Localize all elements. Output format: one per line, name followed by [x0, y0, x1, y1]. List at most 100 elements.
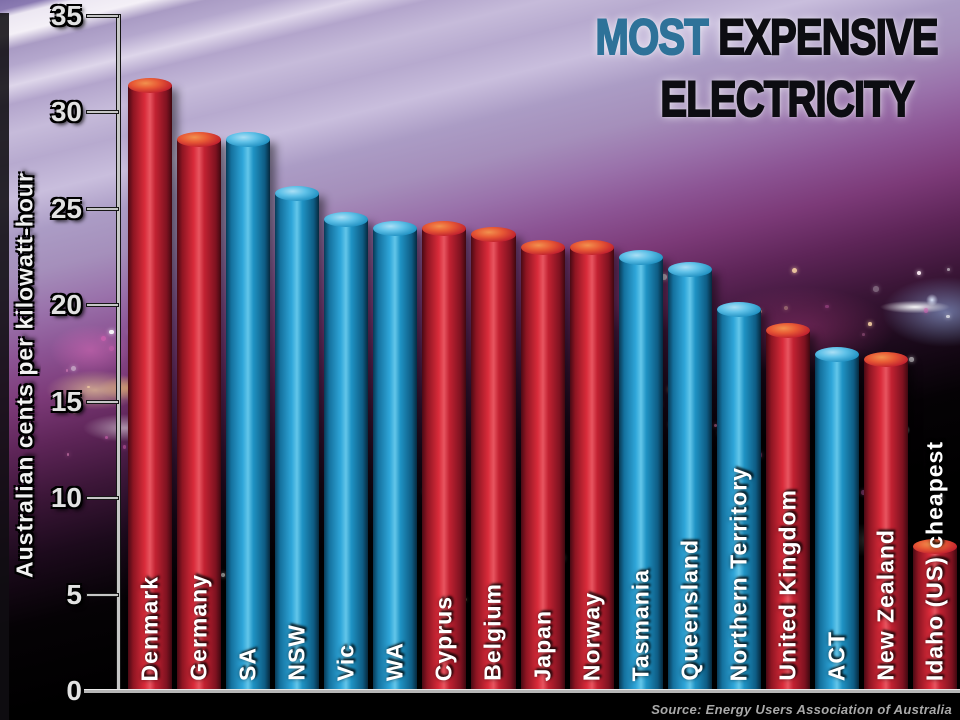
- bar-top-cap: [716, 302, 761, 318]
- bar-vic: Vic: [324, 211, 369, 691]
- bar-sa: SA: [226, 132, 271, 691]
- bar-tasmania: Tasmania: [618, 250, 663, 691]
- bar-japan: Japan: [520, 240, 565, 691]
- bar-top-cap: [765, 323, 810, 339]
- city-light-dot: [861, 490, 866, 495]
- bar-top-cap: [373, 221, 418, 237]
- bar-top-cap: [226, 132, 271, 148]
- city-light-dot: [937, 494, 944, 501]
- tick-line-25: [86, 206, 119, 211]
- tick-label-25: 25: [50, 192, 82, 224]
- bar-label: NSW: [283, 624, 310, 681]
- city-light-dot: [100, 336, 106, 342]
- bar-top-cap: [814, 346, 859, 362]
- y-axis-title: Australian cents per kilowatt-hour: [11, 172, 38, 578]
- bar-top-cap: [569, 240, 614, 256]
- city-light-dot: [825, 304, 829, 309]
- bar-label: ACT: [823, 630, 850, 681]
- bar-label: Tasmania: [627, 568, 654, 681]
- city-light-dot: [916, 271, 922, 276]
- bar-top-cap: [177, 132, 222, 148]
- tick-label-20: 20: [50, 289, 82, 321]
- tick-label-30: 30: [50, 96, 82, 128]
- city-light-dot: [220, 572, 226, 578]
- bar-top-cap: [863, 352, 908, 368]
- city-light-dot: [660, 274, 667, 281]
- bar-cyprus: Cyprus: [422, 221, 467, 691]
- tick-line-10: [86, 496, 119, 501]
- chart-title: MOST EXPENSIVE ELECTRICITY: [510, 9, 940, 127]
- bar-top-cap: [275, 186, 320, 202]
- bar-label: Cyprus: [430, 595, 457, 681]
- tick-label-5: 5: [66, 578, 82, 610]
- city-light-dot: [108, 345, 115, 352]
- city-light-dot: [868, 322, 872, 326]
- bar-label: New Zealand: [872, 529, 899, 681]
- bar-label: WA: [381, 641, 408, 681]
- bar-label: Vic: [332, 643, 359, 681]
- city-light-dot: [783, 306, 789, 311]
- tick-line-20: [86, 303, 119, 308]
- bar-new-zealand: New Zealand: [863, 352, 908, 691]
- tick-label-35: 35: [50, 0, 82, 31]
- bar-label: Germany: [185, 574, 212, 681]
- bar-top-cap: [520, 240, 565, 256]
- bar-belgium: Belgium: [471, 226, 516, 691]
- tick-line-5: [86, 592, 119, 597]
- tick-line-15: [86, 399, 119, 404]
- x-axis-baseline: [84, 689, 960, 695]
- city-light-dot: [923, 308, 928, 313]
- bar-label: United Kingdom: [774, 489, 801, 681]
- city-light-dot: [109, 329, 114, 335]
- bar-denmark: Denmark: [128, 78, 173, 691]
- left-edge-shadow: [0, 13, 9, 720]
- tick-line-35: [86, 14, 119, 18]
- tick-label-10: 10: [50, 482, 82, 514]
- city-light-dot: [87, 385, 90, 389]
- bar-act: ACT: [814, 346, 859, 691]
- bar-top-cap: [618, 250, 663, 266]
- bar-northern-territory: Northern Territory: [716, 302, 761, 691]
- bar-top-cap: [422, 221, 467, 237]
- city-light-dot: [909, 357, 914, 362]
- bar-top-cap: [913, 539, 958, 555]
- title-line-1: MOST EXPENSIVE: [595, 9, 940, 65]
- title-word-most: MOST: [595, 9, 710, 65]
- title-word-expensive: EXPENSIVE: [708, 9, 940, 65]
- bar-top-cap: [128, 78, 173, 94]
- bar-idaho-us-cheapest: Idaho (US) cheapest: [913, 441, 958, 691]
- bar-united-kingdom: United Kingdom: [765, 323, 810, 691]
- city-light-dot: [65, 369, 69, 372]
- bar-label: Denmark: [136, 575, 163, 681]
- city-light-dot: [873, 286, 879, 293]
- bars-container: Denmark Germany SA NSW Vic WA Cyprus Belgium Jap…: [128, 0, 958, 691]
- title-line-2: ELECTRICITY: [660, 71, 916, 127]
- bar-top-cap: [324, 211, 369, 227]
- city-light-dot: [122, 445, 127, 449]
- city-light-dot: [862, 333, 866, 337]
- city-light-dot: [105, 436, 109, 440]
- bar-top-cap: [471, 226, 516, 242]
- tick-line-30: [86, 110, 119, 115]
- bar-label: SA: [234, 647, 261, 681]
- bar-label: Queensland: [676, 539, 703, 681]
- tick-label-0: 0: [66, 675, 82, 706]
- source-credit: Source: Energy Users Association of Aust…: [651, 702, 952, 717]
- bar-germany: Germany: [177, 132, 222, 691]
- bar-label: Northern Territory: [725, 466, 752, 681]
- bar-wa: WA: [373, 221, 418, 691]
- city-light-dot: [66, 453, 70, 456]
- city-light-dot: [713, 424, 717, 427]
- bar-label: Norway: [578, 591, 605, 681]
- bar-label: Japan: [529, 609, 556, 681]
- bar-label: Belgium: [479, 583, 506, 681]
- bar-queensland: Queensland: [667, 261, 712, 691]
- city-light-dot: [72, 408, 78, 415]
- bar-nsw: NSW: [275, 186, 320, 691]
- city-light-dot: [791, 267, 798, 273]
- bar-label: Idaho (US) cheapest: [921, 440, 948, 681]
- city-light-dot: [947, 267, 950, 271]
- bar-top-cap: [667, 261, 712, 277]
